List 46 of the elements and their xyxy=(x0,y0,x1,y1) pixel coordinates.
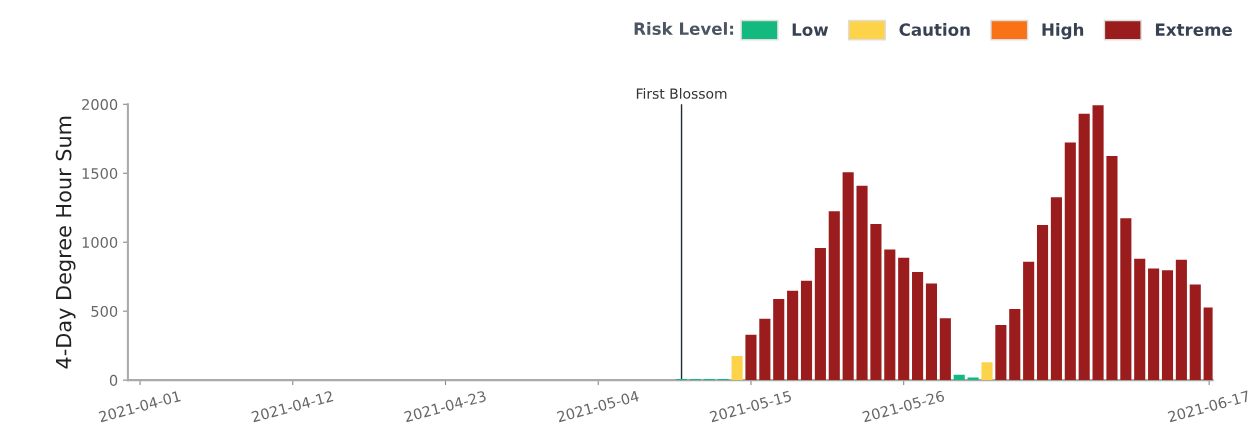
bar xyxy=(1189,284,1201,381)
legend-label: Low xyxy=(792,23,829,36)
bar xyxy=(1175,259,1187,381)
y-tick-label: 1500 xyxy=(82,167,118,180)
legend-label: Caution xyxy=(899,23,970,36)
bar xyxy=(1023,261,1035,381)
bar xyxy=(925,283,938,381)
y-tick-label: 2000 xyxy=(82,99,118,111)
y-tick-label: 1000 xyxy=(82,236,118,248)
bar xyxy=(898,257,910,381)
bar xyxy=(745,334,757,381)
bar xyxy=(1161,270,1174,381)
bar xyxy=(1036,224,1049,381)
ref-line-label: First Blossom xyxy=(636,88,727,99)
bar xyxy=(759,318,771,381)
bar xyxy=(828,211,840,381)
bar xyxy=(1050,197,1062,381)
bar xyxy=(842,172,854,381)
bar xyxy=(814,248,826,381)
bar xyxy=(731,356,743,381)
bar xyxy=(1092,105,1104,381)
bar xyxy=(939,318,951,381)
y-tick-label: 0 xyxy=(109,374,118,386)
bar xyxy=(1120,218,1132,381)
bar xyxy=(953,374,965,381)
bar xyxy=(1148,268,1160,381)
bar xyxy=(1009,309,1021,381)
legend-label: High xyxy=(1042,23,1084,40)
bar xyxy=(981,362,993,381)
bar xyxy=(787,290,799,381)
bar xyxy=(967,377,979,381)
y-tick-label: 500 xyxy=(91,305,118,317)
bar xyxy=(870,224,882,381)
bar xyxy=(856,185,868,381)
bar xyxy=(884,249,896,381)
bar xyxy=(1078,113,1090,381)
bar xyxy=(800,280,813,381)
bar xyxy=(1064,142,1076,381)
legend-label: Extreme xyxy=(1155,23,1232,36)
bar xyxy=(912,272,924,381)
bar xyxy=(1134,258,1146,381)
y-axis-title: 4-Day Degree Hour Sum xyxy=(55,116,76,369)
bar xyxy=(1106,156,1118,381)
bar xyxy=(773,299,785,381)
legend-title: Risk Level: xyxy=(634,22,734,36)
bar xyxy=(995,324,1007,381)
